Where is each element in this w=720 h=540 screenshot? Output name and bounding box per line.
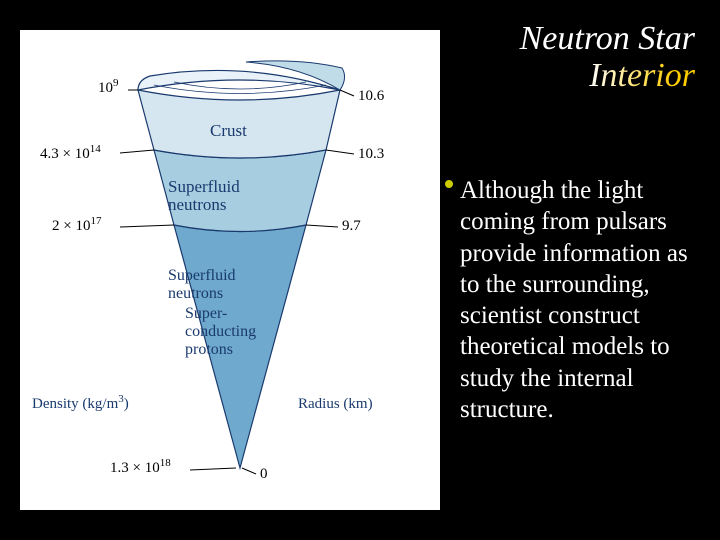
core-label-2: neutrons — [168, 285, 223, 302]
density-val-4: 1.3 × 1018 — [110, 457, 171, 476]
title-line-2: Interior — [589, 57, 695, 94]
radius-val-2: 10.3 — [358, 146, 384, 162]
tick-line — [120, 150, 154, 153]
core-label-5: protons — [185, 341, 233, 358]
cap-inner-arc-2 — [174, 82, 306, 89]
tick-line — [190, 468, 236, 470]
density-val-2: 4.3 × 1014 — [40, 143, 101, 162]
tick-line — [242, 468, 256, 474]
tick-line — [120, 225, 174, 227]
density-axis-title: Density (kg/m3) — [32, 393, 129, 412]
neutron-star-wedge-diagram: Crust Superfluid neutrons Superfluid neu… — [20, 30, 440, 510]
tick-line — [306, 225, 338, 227]
crust-label: Crust — [210, 121, 247, 140]
core-label-1: Superfluid — [168, 267, 236, 284]
body-paragraph: Although the light coming from pulsars p… — [460, 175, 705, 425]
sf-neutrons-label-1: Superfluid — [168, 177, 240, 196]
tick-line — [326, 150, 354, 154]
slide-title: Neutron Star Interior — [445, 20, 695, 95]
radius-val-3: 9.7 — [342, 218, 361, 234]
radius-val-1: 10.6 — [358, 88, 385, 104]
bullet-icon — [445, 180, 453, 188]
density-val-1: 109 — [98, 77, 119, 96]
core-label-4: conducting — [185, 323, 256, 340]
title-line-1: Neutron Star — [520, 20, 695, 57]
core-label-3: Super- — [185, 305, 227, 322]
radius-val-4: 0 — [260, 466, 268, 482]
density-val-3: 2 × 1017 — [52, 215, 102, 234]
diagram-panel: Crust Superfluid neutrons Superfluid neu… — [20, 30, 440, 510]
sf-neutrons-label-2: neutrons — [168, 195, 227, 214]
radius-axis-title: Radius (km) — [298, 396, 373, 412]
tick-line — [340, 90, 354, 96]
